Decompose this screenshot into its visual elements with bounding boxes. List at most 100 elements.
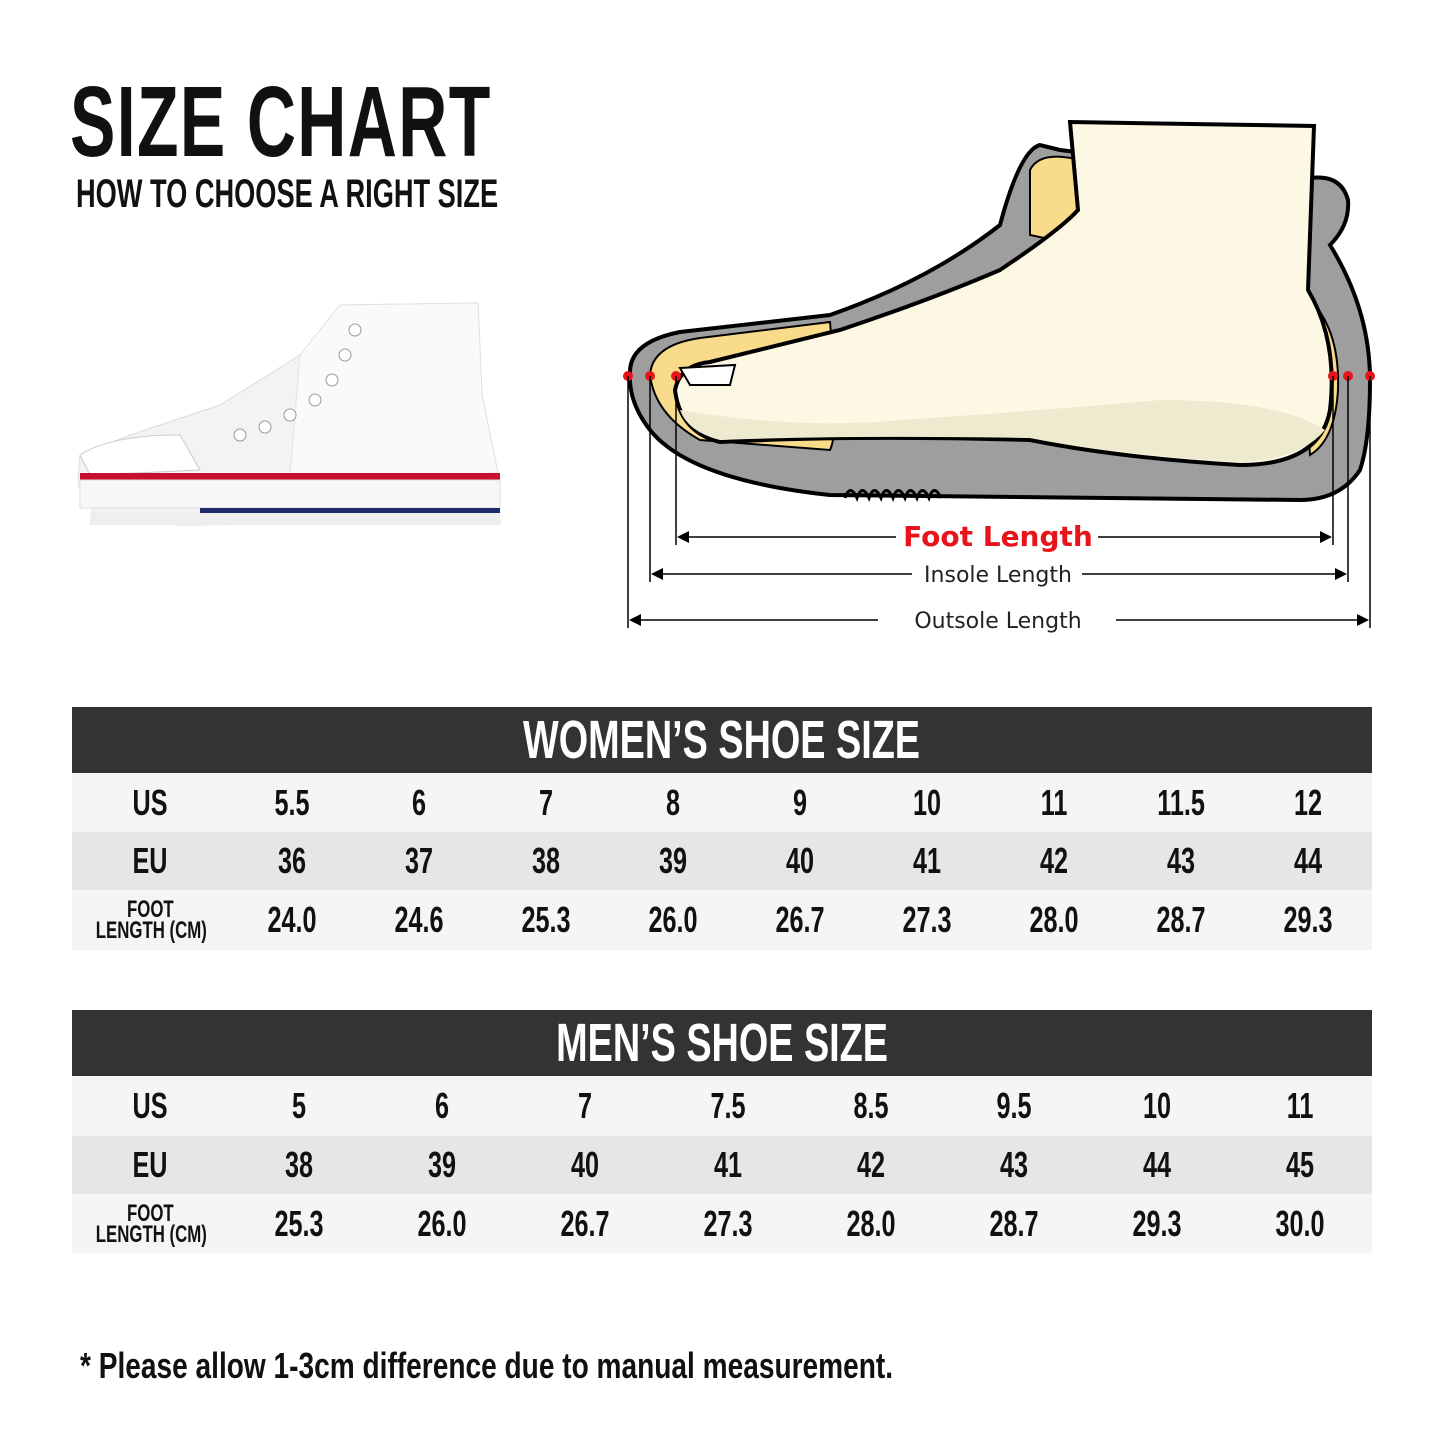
- cell-value: 38: [531, 840, 560, 881]
- table-cell: 6: [371, 1085, 514, 1127]
- cell-value: 41: [913, 840, 942, 881]
- cell-value: 40: [785, 840, 815, 881]
- cell-value: 38: [285, 1144, 314, 1185]
- table-row-eu: EU 36 37 38 39 40 41 42 43 44: [72, 832, 1372, 890]
- cell-value: 27.3: [902, 899, 952, 940]
- table-cell: 9.5: [943, 1085, 1086, 1127]
- table-row-eu: EU 38 39 40 41 42 43 44 45: [72, 1136, 1372, 1194]
- mens-table-title: MEN’S SHOE SIZE: [72, 1010, 1372, 1076]
- cell-value: 40: [571, 1144, 600, 1185]
- table-cell: 11: [991, 782, 1118, 824]
- table-row-us: US 5 6 7 7.5 8.5 9.5 10 11: [72, 1076, 1372, 1136]
- table-cell: 25.3: [482, 899, 609, 941]
- cell-value: 45: [1286, 1144, 1315, 1185]
- cell-value: 28.7: [1156, 899, 1206, 940]
- cell-value: 26.7: [560, 1202, 611, 1244]
- mens-size-table: MEN’S SHOE SIZE US 5 6 7 7.5 8.5 9.5 10 11 EU 3…: [72, 1010, 1372, 1253]
- cell-value: 6: [411, 781, 426, 823]
- table-cell: 7.5: [657, 1085, 800, 1127]
- row-label-eu: EU: [132, 840, 168, 881]
- cell-value: 39: [658, 840, 687, 881]
- cell-value: 9.5: [996, 1085, 1033, 1126]
- table-cell: 8: [609, 782, 736, 824]
- table-cell: 25.3: [228, 1203, 371, 1245]
- cell-value: 25.3: [521, 899, 571, 940]
- table-cell: 5: [228, 1085, 371, 1127]
- table-cell: 36: [228, 840, 355, 882]
- table-cell: 30.0: [1229, 1203, 1372, 1245]
- table-cell: 38: [228, 1144, 371, 1186]
- cell-value: 7: [578, 1085, 593, 1126]
- cell-value: 28.0: [1029, 899, 1079, 940]
- cell-value: 8.5: [853, 1085, 890, 1126]
- table-cell: 28.0: [991, 899, 1118, 941]
- table-cell: 9: [736, 782, 863, 824]
- cell-value: 7.5: [710, 1085, 747, 1126]
- cell-value: 43: [1167, 840, 1196, 881]
- cell-value: 12: [1294, 781, 1323, 823]
- womens-size-table: WOMEN’S SHOE SIZE US 5.5 6 7 8 9 10 11 11.5 12 E…: [72, 707, 1372, 950]
- cell-value: 43: [1000, 1144, 1029, 1185]
- table-cell: 40: [736, 840, 863, 882]
- row-label-us: US: [132, 781, 168, 823]
- cell-value: 42: [857, 1144, 886, 1185]
- footnote: * Please allow 1-3cm difference due to m…: [80, 1345, 894, 1386]
- row-label-us: US: [132, 1085, 168, 1126]
- cell-value: 25.3: [274, 1202, 325, 1244]
- cell-value: 26.0: [417, 1202, 468, 1244]
- table-cell: 44: [1086, 1144, 1229, 1186]
- table-cell: 27.3: [864, 899, 991, 941]
- table-cell: 26.7: [736, 899, 863, 941]
- table-cell: 28.7: [943, 1203, 1086, 1245]
- table-cell: 37: [355, 840, 482, 882]
- table-cell: 11.5: [1118, 782, 1245, 824]
- cell-value: 9: [792, 781, 807, 823]
- table-cell: 6: [355, 782, 482, 824]
- table-cell: 43: [1118, 840, 1245, 882]
- table-cell: 29.3: [1086, 1203, 1229, 1245]
- table-row-foot-length: FOOT LENGTH (CM) 25.3 26.0 26.7 27.3 28.0 28.7…: [72, 1194, 1372, 1253]
- table-cell: 38: [482, 840, 609, 882]
- sneaker-image: [77, 302, 501, 526]
- table-cell: 10: [864, 782, 991, 824]
- cell-value: 37: [404, 840, 433, 881]
- table-cell: 43: [943, 1144, 1086, 1186]
- cell-value: 11: [1040, 781, 1068, 823]
- table-cell: 39: [609, 840, 736, 882]
- table-cell: 45: [1229, 1144, 1372, 1186]
- table-cell: 28.7: [1118, 899, 1245, 941]
- table-cell: 26.0: [371, 1203, 514, 1245]
- table-cell: 10: [1086, 1085, 1229, 1127]
- cell-value: 30.0: [1275, 1202, 1326, 1244]
- table-cell: 44: [1245, 840, 1372, 882]
- table-cell: 28.0: [800, 1203, 943, 1245]
- table-cell: 12: [1245, 782, 1372, 824]
- cell-value: 24.6: [394, 899, 444, 940]
- table-cell: 11: [1229, 1085, 1372, 1127]
- cell-value: 41: [714, 1144, 743, 1185]
- cell-value: 10: [1143, 1085, 1172, 1126]
- table-cell: 42: [800, 1144, 943, 1186]
- table-cell: 7: [482, 782, 609, 824]
- cell-value: 6: [435, 1085, 450, 1126]
- table-cell: 29.3: [1245, 899, 1372, 941]
- womens-table-title: WOMEN’S SHOE SIZE: [72, 707, 1372, 773]
- cell-value: 29.3: [1132, 1202, 1183, 1244]
- table-cell: 27.3: [657, 1203, 800, 1245]
- table-cell: 7: [514, 1085, 657, 1127]
- table-cell: 5.5: [228, 782, 355, 824]
- row-label-eu: EU: [132, 1144, 168, 1185]
- cell-value: 29.3: [1283, 899, 1333, 940]
- table-cell: 41: [864, 840, 991, 882]
- page-subtitle: HOW TO CHOOSE A RIGHT SIZE: [76, 172, 499, 216]
- cell-value: 26.7: [775, 899, 825, 940]
- row-label-foot-length: FOOT LENGTH (CM): [95, 896, 207, 944]
- table-cell: 8.5: [800, 1085, 943, 1127]
- table-cell: 24.6: [355, 899, 482, 941]
- table-cell: 42: [991, 840, 1118, 882]
- row-label-foot-length: FOOT LENGTH (CM): [95, 1199, 207, 1248]
- cell-value: 10: [913, 781, 942, 823]
- cell-value: 26.0: [648, 899, 698, 940]
- table-row-us: US 5.5 6 7 8 9 10 11 11.5 12: [72, 773, 1372, 832]
- table-cell: 26.7: [514, 1203, 657, 1245]
